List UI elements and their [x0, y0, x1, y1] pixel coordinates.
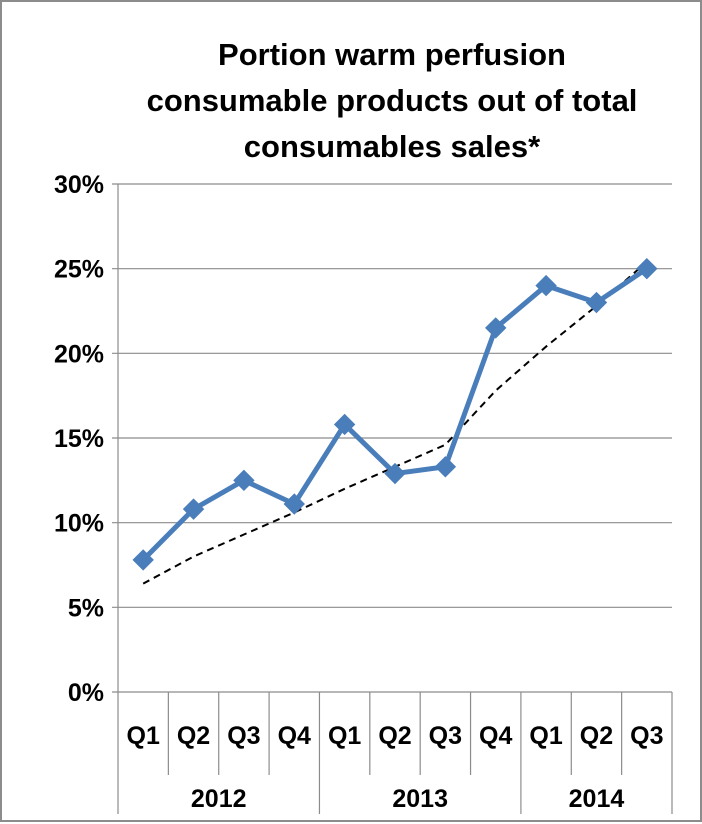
x-tick-label: Q2	[378, 722, 411, 750]
x-tick-label: Q4	[278, 722, 311, 750]
data-point-marker	[333, 413, 356, 436]
data-point-marker	[132, 549, 154, 571]
x-tick-label: Q3	[227, 722, 260, 750]
x-tick-label: Q2	[177, 722, 210, 750]
data-point-marker	[535, 274, 557, 297]
x-group-label: 2012	[191, 785, 247, 813]
trendline	[142, 261, 648, 585]
y-tick-label: 0%	[68, 679, 104, 707]
y-tick-label: 25%	[54, 256, 104, 284]
x-tick-label: Q3	[429, 722, 462, 750]
data-point-marker	[283, 493, 305, 515]
x-tick-label: Q1	[127, 722, 160, 750]
x-tick-label: Q2	[580, 722, 613, 750]
y-tick-label: 5%	[68, 594, 104, 622]
chart-title-line-1: Portion warm perfusion	[218, 37, 566, 72]
x-group-label: 2013	[392, 785, 448, 813]
data-point-marker	[636, 257, 658, 280]
data-point-marker	[485, 317, 507, 339]
y-tick-label: 30%	[54, 171, 104, 199]
data-point-marker	[384, 462, 406, 485]
series-line	[141, 266, 649, 562]
x-group-label: 2014	[569, 785, 625, 813]
chart-title: Portion warm perfusion consumable produc…	[92, 32, 692, 170]
x-tick-label: Q1	[328, 722, 361, 750]
x-tick-label: Q3	[630, 722, 663, 750]
data-point-marker	[182, 498, 205, 520]
x-tick-label: Q4	[479, 722, 512, 750]
chart-title-line-2: consumable products out of total	[146, 83, 638, 118]
data-point-marker	[585, 291, 608, 314]
y-tick-label: 20%	[54, 340, 104, 368]
data-point-marker	[434, 456, 457, 478]
chart-title-line-3: consumables sales*	[243, 129, 541, 164]
y-tick-label: 10%	[54, 510, 104, 538]
y-tick-label: 15%	[54, 425, 104, 453]
x-tick-label: Q1	[529, 722, 562, 750]
data-point-marker	[233, 469, 255, 492]
